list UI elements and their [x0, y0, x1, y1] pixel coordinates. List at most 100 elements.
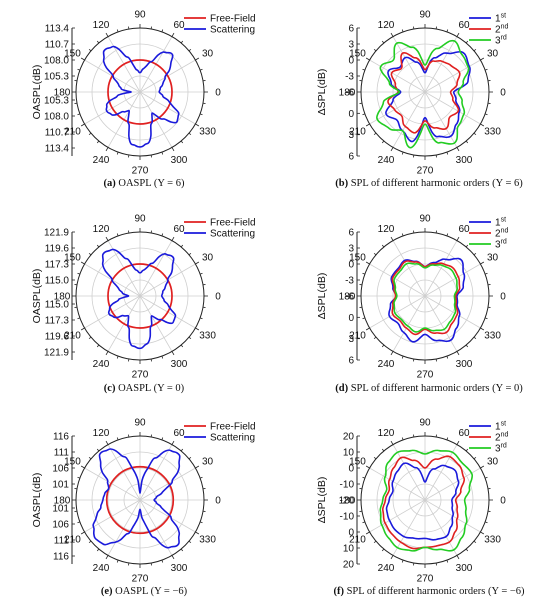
legend-label: 1st — [495, 13, 506, 25]
angle-tick-mark — [401, 437, 404, 440]
radial-center-label: -6 — [345, 88, 354, 99]
radial-axis-title: ΔSPL(dB) — [316, 273, 328, 320]
angle-tick-mark — [381, 548, 385, 552]
panel-caption-text: OASPL (Y = 6) — [116, 178, 185, 189]
grid-spoke — [107, 444, 141, 501]
angle-tick-mark — [373, 456, 377, 460]
angle-tick-mark — [362, 521, 365, 524]
panel-caption: (f) SPL of different harmonic orders (Y … — [333, 586, 525, 597]
angle-tick-mark — [161, 560, 164, 563]
angle-tick-mark — [473, 132, 477, 136]
angle-tick-mark — [105, 32, 109, 37]
angle-tick-mark — [362, 476, 365, 479]
grid-spoke — [369, 91, 426, 125]
legend-superscript: st — [501, 217, 507, 224]
angle-tick-mark — [485, 113, 488, 116]
angle-label: 60 — [458, 20, 470, 31]
radial-tick-label: 116 — [53, 552, 69, 563]
angle-tick-mark — [96, 244, 100, 248]
angle-tick-mark — [480, 465, 485, 469]
radial-tick-label: 6 — [348, 152, 354, 163]
angle-label: 150 — [349, 457, 366, 468]
angle-tick-mark — [180, 40, 184, 44]
angle-tick-mark — [96, 40, 100, 44]
angle-tick-mark — [188, 456, 192, 460]
legend-superscript: st — [501, 421, 507, 428]
angle-tick-mark — [200, 272, 203, 275]
angle-label: 180 — [54, 292, 71, 303]
angle-tick-mark — [105, 236, 109, 241]
angle-tick-mark — [446, 152, 449, 155]
angle-tick-mark — [390, 32, 394, 37]
series-line — [385, 462, 460, 541]
grid-spoke — [424, 263, 481, 297]
angle-label: 60 — [458, 224, 470, 235]
angle-tick-mark — [96, 140, 100, 144]
angle-label: 300 — [456, 563, 473, 574]
angle-label: 270 — [132, 370, 149, 381]
grid-spoke — [139, 467, 196, 501]
angle-label: 0 — [500, 496, 506, 507]
angle-tick-mark — [373, 132, 377, 136]
angle-tick-mark — [365, 261, 370, 265]
angle-tick-mark — [200, 476, 203, 479]
radial-tick-label: -10 — [340, 512, 355, 523]
angle-label: 300 — [456, 155, 473, 166]
grid-spoke — [392, 240, 426, 297]
radial-tick-label: 106 — [52, 520, 69, 531]
angle-tick-mark — [116, 437, 119, 440]
angle-tick-mark — [390, 147, 394, 152]
angle-label: 30 — [487, 49, 499, 60]
panel-caption-text: SPL of different harmonic orders (Y = 0) — [348, 383, 523, 394]
angle-label: 120 — [378, 428, 395, 439]
angle-tick-mark — [456, 351, 460, 356]
angle-tick-mark — [465, 344, 469, 348]
panel-caption-text: OASPL (Y = −6) — [113, 586, 188, 597]
angle-tick-mark — [456, 555, 460, 560]
legend-label: 3rd — [495, 35, 507, 47]
radial-tick-label: 101 — [52, 504, 69, 515]
angle-tick-mark — [473, 252, 477, 256]
angle-tick-mark — [465, 40, 469, 44]
polar-panel-b: 0306090120150180210240270300330630-3-603… — [316, 10, 523, 190]
angle-label: 330 — [199, 331, 216, 342]
angle-tick-mark — [88, 456, 92, 460]
legend-superscript: nd — [501, 24, 509, 31]
angle-tick-mark — [200, 113, 203, 116]
angle-tick-mark — [456, 440, 460, 445]
grid-spoke — [392, 295, 426, 352]
angle-label: 0 — [215, 496, 221, 507]
grid-spoke — [369, 295, 426, 329]
angle-label: 210 — [349, 331, 366, 342]
radial-tick-label: 119.6 — [45, 244, 70, 255]
radial-tick-label: 0 — [348, 109, 354, 120]
angle-label: 270 — [417, 370, 434, 381]
angle-label: 150 — [349, 253, 366, 264]
angle-tick-mark — [485, 317, 488, 320]
angle-tick-mark — [456, 32, 460, 37]
radial-tick-label: 0 — [348, 528, 354, 539]
panel-caption-tag: (e) — [101, 586, 113, 597]
grid-spoke — [392, 91, 426, 148]
angle-tick-mark — [96, 344, 100, 348]
legend-superscript: rd — [501, 239, 507, 246]
angle-tick-mark — [171, 147, 175, 152]
angle-label: 180 — [339, 292, 356, 303]
angle-tick-mark — [373, 48, 377, 52]
angle-tick-mark — [195, 327, 200, 331]
legend-label: Free-Field — [210, 422, 256, 433]
angle-tick-mark — [80, 531, 85, 535]
angle-tick-mark — [180, 140, 184, 144]
angle-tick-mark — [465, 448, 469, 452]
angle-tick-mark — [446, 437, 449, 440]
grid-spoke — [392, 499, 426, 556]
angle-tick-mark — [188, 132, 192, 136]
angle-tick-mark — [373, 540, 377, 544]
angle-label: 30 — [202, 457, 214, 468]
series-line — [387, 52, 461, 134]
panel-caption-tag: (a) — [104, 178, 117, 189]
radial-tick-label: 113.4 — [45, 144, 70, 155]
angle-tick-mark — [171, 440, 175, 445]
angle-tick-mark — [80, 327, 85, 331]
polar-panel-d: 0306090120150180210240270300330630-3-603… — [316, 214, 523, 395]
